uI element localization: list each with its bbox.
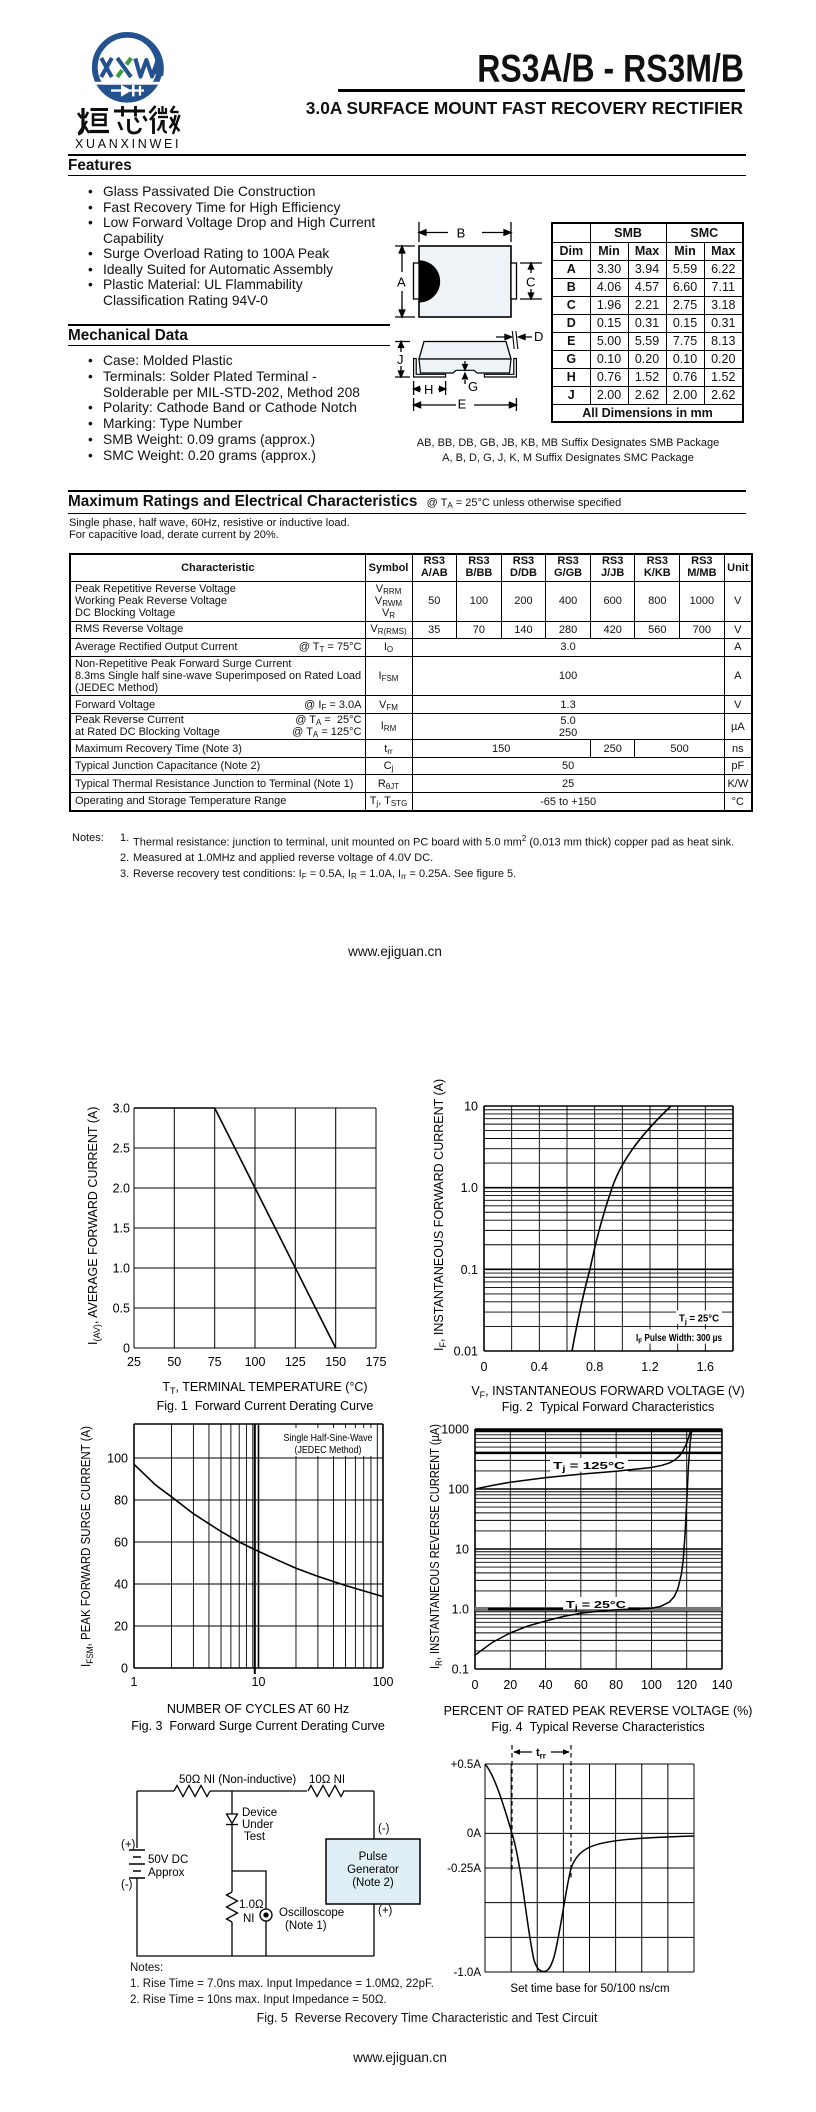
svg-text:NUMBER OF CYCLES AT 60 Hz: NUMBER OF CYCLES AT 60 Hz xyxy=(167,1702,349,1716)
svg-text:Device: Device xyxy=(242,1807,277,1819)
svg-text:(Note 2): (Note 2) xyxy=(352,1877,394,1889)
svg-text:I(AV), AVERAGE FORWARD CURRENT: I(AV), AVERAGE FORWARD CURRENT (A) xyxy=(86,1107,102,1345)
svg-text:A: A xyxy=(397,275,406,290)
svg-text:IF Pulse Width: 300 µs: IF Pulse Width: 300 µs xyxy=(636,1333,722,1346)
svg-text:0A: 0A xyxy=(467,1828,481,1840)
svg-text:E: E xyxy=(458,397,467,412)
svg-text:trr: trr xyxy=(536,1747,546,1761)
svg-text:IF, INSTANTANEOUS FORWARD CURR: IF, INSTANTANEOUS FORWARD CURRENT (A) xyxy=(432,1079,448,1351)
svg-text:100: 100 xyxy=(641,1678,662,1692)
svg-text:100: 100 xyxy=(107,1452,128,1466)
svg-text:40: 40 xyxy=(114,1578,128,1592)
svg-text:20: 20 xyxy=(503,1678,517,1692)
svg-text:1.2: 1.2 xyxy=(641,1360,658,1374)
svg-text:120: 120 xyxy=(676,1678,697,1692)
svg-text:IFSM, PEAK FORWARD SURGE CURRE: IFSM, PEAK FORWARD SURGE CURRENT (A) xyxy=(79,1426,95,1667)
svg-text:10: 10 xyxy=(464,1100,478,1114)
svg-text:100: 100 xyxy=(373,1675,394,1689)
svg-text:125: 125 xyxy=(285,1355,306,1369)
svg-text:(Note 1): (Note 1) xyxy=(285,1920,327,1932)
svg-text:Pulse: Pulse xyxy=(359,1851,388,1863)
svg-text:1.0: 1.0 xyxy=(452,1603,469,1617)
svg-text:10: 10 xyxy=(455,1543,469,1557)
svg-text:Fig. 1 Forward Current Derati: Fig. 1 Forward Current Derating Curve xyxy=(157,1399,374,1413)
svg-text:0: 0 xyxy=(481,1360,488,1374)
svg-text:80: 80 xyxy=(609,1678,623,1692)
svg-text:Oscilloscope: Oscilloscope xyxy=(279,1907,344,1919)
svg-text:140: 140 xyxy=(712,1678,733,1692)
svg-text:D: D xyxy=(534,329,543,344)
svg-text:(JEDEC Method): (JEDEC Method) xyxy=(295,1444,362,1456)
svg-text:+0.5A: +0.5A xyxy=(451,1759,482,1771)
svg-text:H: H xyxy=(424,382,433,397)
svg-text:3.0: 3.0 xyxy=(113,1102,130,1116)
svg-text:1000: 1000 xyxy=(441,1423,469,1437)
svg-text:2.0: 2.0 xyxy=(113,1182,130,1196)
svg-text:Generator: Generator xyxy=(347,1864,399,1876)
svg-text:(-): (-) xyxy=(378,1823,390,1835)
svg-text:2.5: 2.5 xyxy=(113,1142,130,1156)
svg-text:VF, INSTANTANEOUS FORWARD VOLT: VF, INSTANTANEOUS FORWARD VOLTAGE (V) xyxy=(471,1384,744,1400)
svg-text:100: 100 xyxy=(245,1355,266,1369)
svg-text:20: 20 xyxy=(114,1620,128,1634)
svg-text:Test: Test xyxy=(244,1831,266,1843)
svg-text:150: 150 xyxy=(325,1355,346,1369)
svg-text:0.5: 0.5 xyxy=(113,1302,130,1316)
svg-text:25: 25 xyxy=(127,1355,141,1369)
svg-text:10Ω NI: 10Ω NI xyxy=(309,1774,345,1786)
svg-text:40: 40 xyxy=(539,1678,553,1692)
svg-text:Fig. 3 Forward Surge Current: Fig. 3 Forward Surge Current Derating Cu… xyxy=(131,1719,385,1733)
svg-text:Under: Under xyxy=(242,1819,273,1831)
svg-text:-1.0A: -1.0A xyxy=(454,1967,482,1979)
svg-text:1: 1 xyxy=(131,1675,138,1689)
svg-text:50Ω NI (Non-inductive): 50Ω NI (Non-inductive) xyxy=(179,1774,296,1786)
svg-text:60: 60 xyxy=(574,1678,588,1692)
svg-text:Fig. 2 Typical Forward Charac: Fig. 2 Typical Forward Characteristics xyxy=(502,1400,715,1414)
svg-text:Set time base for 50/100 ns/cm: Set time base for 50/100 ns/cm xyxy=(510,1983,669,1995)
svg-text:Approx: Approx xyxy=(148,1867,185,1879)
svg-text:80: 80 xyxy=(114,1494,128,1508)
svg-text:NI: NI xyxy=(243,1913,255,1925)
svg-text:50V DC: 50V DC xyxy=(148,1854,188,1866)
svg-text:60: 60 xyxy=(114,1536,128,1550)
svg-text:Fig. 4 Typical Reverse Charac: Fig. 4 Typical Reverse Characteristics xyxy=(491,1720,704,1734)
svg-text:0.8: 0.8 xyxy=(586,1360,603,1374)
svg-text:1.0: 1.0 xyxy=(113,1262,130,1276)
svg-text:Tj = 25°C: Tj = 25°C xyxy=(566,1599,627,1613)
svg-text:10: 10 xyxy=(252,1675,266,1689)
svg-text:-0.25A: -0.25A xyxy=(447,1863,481,1875)
svg-text:0: 0 xyxy=(472,1678,479,1692)
svg-text:IR, INSTANTANEOUS REVERSE CURR: IR, INSTANTANEOUS REVERSE CURRENT (µA) xyxy=(428,1424,444,1669)
svg-text:1.6: 1.6 xyxy=(697,1360,714,1374)
svg-text:C: C xyxy=(526,275,535,290)
svg-text:1.0Ω: 1.0Ω xyxy=(239,1899,264,1911)
svg-text:G: G xyxy=(468,379,478,394)
svg-text:1.0: 1.0 xyxy=(461,1181,478,1195)
svg-text:PERCENT OF RATED PEAK REVERSE: PERCENT OF RATED PEAK REVERSE VOLTAGE (%… xyxy=(444,1704,753,1718)
svg-text:1.5: 1.5 xyxy=(113,1222,130,1236)
svg-text:(+): (+) xyxy=(121,1839,136,1851)
svg-text:Tj = 25°C: Tj = 25°C xyxy=(679,1314,719,1327)
svg-text:175: 175 xyxy=(366,1355,387,1369)
svg-text:0.01: 0.01 xyxy=(454,1345,478,1359)
svg-text:(+): (+) xyxy=(378,1905,393,1917)
svg-text:0: 0 xyxy=(123,1342,130,1356)
svg-text:Single Half-Sine-Wave: Single Half-Sine-Wave xyxy=(284,1432,373,1444)
svg-text:0.1: 0.1 xyxy=(461,1263,478,1277)
svg-text:Tj = 125°C: Tj = 125°C xyxy=(553,1460,626,1474)
svg-text:TT, TERMINAL TEMPERATURE (°C): TT, TERMINAL TEMPERATURE (°C) xyxy=(162,1380,367,1396)
svg-text:0.1: 0.1 xyxy=(452,1663,469,1677)
svg-text:0: 0 xyxy=(121,1662,128,1676)
svg-text:100: 100 xyxy=(448,1483,469,1497)
svg-text:(-): (-) xyxy=(121,1879,133,1891)
svg-text:50: 50 xyxy=(167,1355,181,1369)
svg-text:0.4: 0.4 xyxy=(531,1360,548,1374)
svg-text:75: 75 xyxy=(208,1355,222,1369)
svg-text:B: B xyxy=(457,226,466,241)
svg-text:J: J xyxy=(397,352,404,367)
